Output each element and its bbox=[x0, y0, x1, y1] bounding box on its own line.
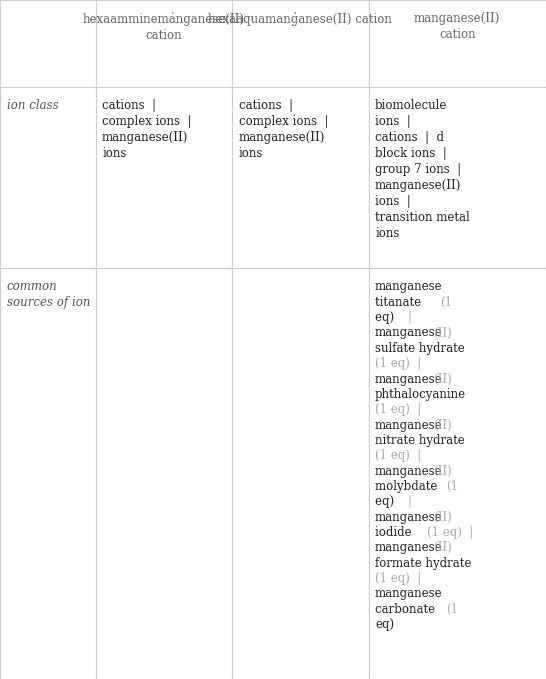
Bar bbox=[232, 87, 369, 268]
Text: nitrate hydrate: nitrate hydrate bbox=[375, 434, 465, 447]
Text: |: | bbox=[407, 495, 412, 509]
Text: manganese: manganese bbox=[375, 511, 443, 524]
Text: manganese: manganese bbox=[375, 327, 443, 340]
Text: sulfate hydrate: sulfate hydrate bbox=[375, 342, 465, 355]
Text: manganese(II)
cation: manganese(II) cation bbox=[414, 12, 501, 41]
Text: (1: (1 bbox=[447, 480, 459, 493]
Text: hexaaquamanġanese(II) cation: hexaaquamanġanese(II) cation bbox=[209, 12, 392, 26]
Bar bbox=[96, 87, 232, 268]
Bar bbox=[96, 0, 232, 87]
Text: titanate: titanate bbox=[375, 296, 429, 309]
Text: (II): (II) bbox=[434, 327, 452, 340]
Bar bbox=[96, 268, 232, 679]
Text: (1 eq)  |: (1 eq) | bbox=[375, 403, 422, 416]
Text: eq): eq) bbox=[375, 618, 394, 631]
Text: cations  |
complex ions  |
manganese(II)
ions: cations | complex ions | manganese(II) i… bbox=[239, 99, 328, 160]
Text: carbonate: carbonate bbox=[375, 603, 443, 616]
Text: (1 eq)  |: (1 eq) | bbox=[375, 572, 422, 585]
Text: (1 eq)  |: (1 eq) | bbox=[427, 526, 473, 539]
Bar bbox=[232, 0, 369, 87]
Text: hexaamminemȧnganese(II)
cation: hexaamminemȧnganese(II) cation bbox=[83, 12, 245, 42]
Text: (II): (II) bbox=[434, 541, 452, 554]
Bar bbox=[0, 0, 96, 87]
Bar bbox=[369, 87, 546, 268]
Text: (II): (II) bbox=[434, 418, 452, 432]
Text: common
sources of ion: common sources of ion bbox=[7, 280, 90, 310]
Text: ion class: ion class bbox=[7, 99, 58, 112]
Text: cations  |
complex ions  |
manganese(II)
ions: cations | complex ions | manganese(II) i… bbox=[102, 99, 192, 160]
Text: manganese: manganese bbox=[375, 280, 443, 293]
Text: biomolecule
ions  |
cations  |  d
block ions  |
group 7 ions  |
manganese(II)
io: biomolecule ions | cations | d block ion… bbox=[375, 99, 470, 240]
Text: iodide: iodide bbox=[375, 526, 419, 539]
Text: (1 eq)  |: (1 eq) | bbox=[375, 449, 422, 462]
Bar bbox=[369, 0, 546, 87]
Text: manganese: manganese bbox=[375, 587, 443, 600]
Bar bbox=[369, 268, 546, 679]
Text: (1: (1 bbox=[447, 603, 459, 616]
Bar bbox=[232, 268, 369, 679]
Bar bbox=[0, 268, 96, 679]
Text: eq): eq) bbox=[375, 311, 402, 324]
Text: eq): eq) bbox=[375, 495, 402, 509]
Bar bbox=[0, 87, 96, 268]
Text: molybdate: molybdate bbox=[375, 480, 445, 493]
Text: manganese: manganese bbox=[375, 418, 443, 432]
Text: (II): (II) bbox=[434, 464, 452, 477]
Text: manganese: manganese bbox=[375, 373, 443, 386]
Text: manganese: manganese bbox=[375, 464, 443, 477]
Text: manganese: manganese bbox=[375, 541, 443, 554]
Text: |: | bbox=[407, 311, 412, 324]
Text: (1: (1 bbox=[440, 296, 452, 309]
Text: (II): (II) bbox=[434, 511, 452, 524]
Text: formate hydrate: formate hydrate bbox=[375, 557, 472, 570]
Text: (1 eq)  |: (1 eq) | bbox=[375, 357, 422, 370]
Text: phthalocyanine: phthalocyanine bbox=[375, 388, 466, 401]
Text: (II): (II) bbox=[434, 373, 452, 386]
